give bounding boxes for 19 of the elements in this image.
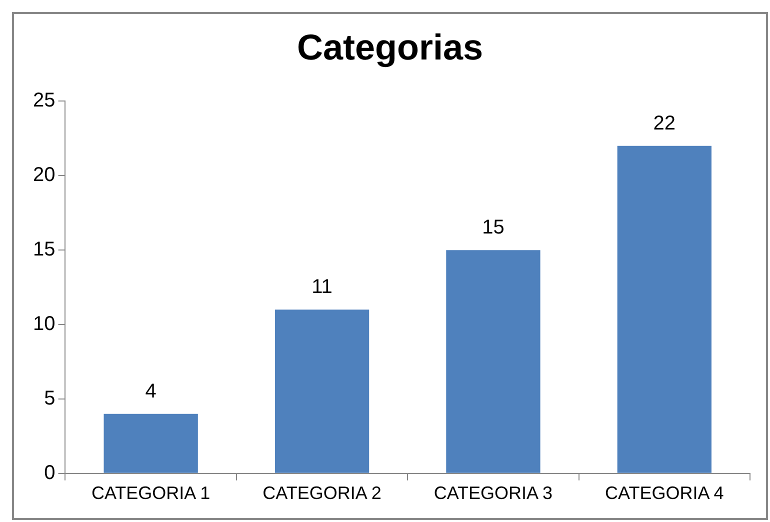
data-label: 15: [482, 216, 504, 239]
x-tick-label: CATEGORIA 2: [262, 483, 382, 504]
bar: [274, 310, 370, 473]
y-tick-label: 10: [32, 313, 56, 336]
chart-title: Categorias: [296, 26, 484, 68]
y-tick-label: 5: [44, 387, 56, 410]
y-tick-label: 20: [32, 164, 56, 186]
bar: [104, 414, 198, 473]
bar: [446, 250, 540, 473]
data-label: 4: [145, 380, 156, 402]
y-tick-label: 0: [44, 462, 56, 484]
bar: [617, 146, 712, 473]
x-tick-label: CATEGORIA 1: [91, 483, 210, 504]
y-tick-label: 15: [32, 238, 56, 261]
data-label: 11: [312, 276, 332, 298]
data-label: 22: [653, 112, 676, 134]
x-tick-label: CATEGORIA 3: [434, 483, 553, 504]
y-tick-label: 25: [32, 90, 56, 112]
x-tick-label: CATEGORIA 4: [605, 483, 724, 504]
